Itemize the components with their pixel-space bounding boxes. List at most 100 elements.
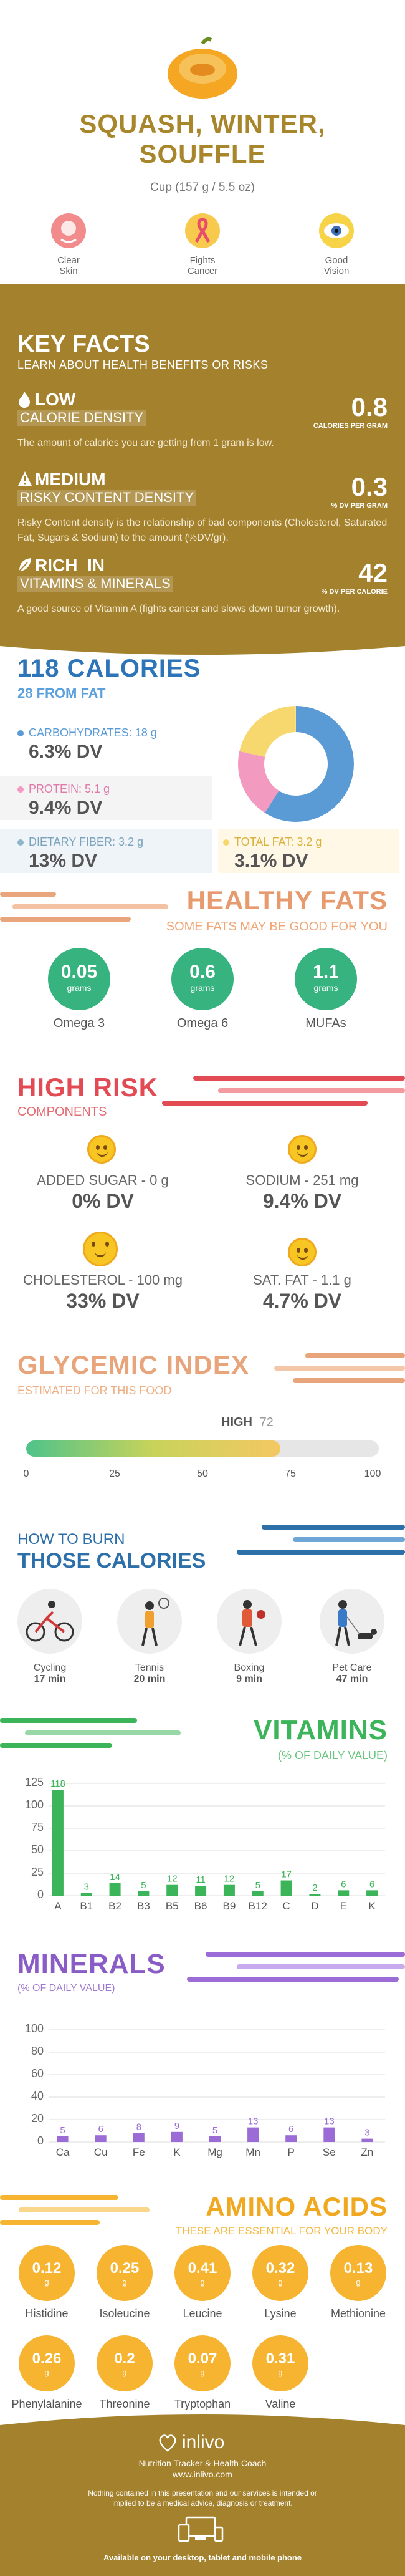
amino-phenylalanine: 0.26 g — [19, 2335, 75, 2391]
amino-valine: 0.31 g — [252, 2335, 308, 2391]
amino-unit: g — [356, 2277, 361, 2287]
calories-title: 118 CALORIES 28 FROM FAT — [17, 655, 201, 702]
brand-url[interactable]: www.inlivo.com — [173, 2469, 232, 2479]
bar-c — [280, 1880, 292, 1896]
amino-histidine: 0.12 g — [19, 2245, 75, 2301]
calories-from-fat: 28 FROM FAT — [17, 685, 106, 701]
smiley-icon — [87, 1135, 116, 1164]
fat-unit: grams — [190, 983, 215, 993]
cholesterol-label: CHOLESTEROL - 100 mg — [23, 1272, 183, 1288]
amino-value: 0.31 — [265, 2350, 295, 2367]
bar-b6 — [195, 1886, 207, 1896]
amino-unit: g — [200, 2277, 205, 2287]
boxing-icon — [217, 1589, 282, 1654]
amino-isoleucine: 0.25 g — [97, 2245, 153, 2301]
decor-bar — [262, 1525, 405, 1530]
bar-mg — [209, 2136, 221, 2142]
available-devices: Available on your desktop, tablet and mo… — [103, 2553, 302, 2562]
amino-label: Methionine — [330, 2307, 386, 2320]
amino-label: Valine — [265, 2398, 296, 2410]
bar-value-label: 6 — [341, 1879, 346, 1889]
vitamins-subtitle: (% OF DAILY VALUE) — [277, 1749, 388, 1762]
key-facts-subtitle: LEARN ABOUT HEALTH BENEFITS OR RISKS — [17, 359, 269, 371]
bar-value-label: 9 — [174, 2121, 179, 2131]
omega3-circle: 0.05 grams — [48, 948, 110, 1010]
x-tick-label: B5 — [166, 1900, 179, 1912]
omega3-label: Omega 3 — [53, 1016, 105, 1030]
fat-value: 0.6 — [189, 962, 216, 982]
mufas-circle: 1.1 grams — [295, 948, 357, 1010]
decor-bar — [293, 1537, 405, 1542]
amino-label: Lysine — [264, 2307, 297, 2320]
amino-unit: g — [278, 2277, 283, 2287]
bar-value-label: 118 — [50, 1778, 65, 1789]
sat-fat-label: SAT. FAT - 1.1 g — [253, 1272, 351, 1288]
glycemic-tick: 50 — [197, 1469, 208, 1479]
fact-unit: CALORIES PER GRAM — [313, 422, 388, 430]
x-tick-label: C — [282, 1900, 290, 1912]
bar-value-label: 13 — [248, 2116, 259, 2127]
x-tick-label: K — [173, 2146, 181, 2158]
bar-value-label: 3 — [84, 1882, 89, 1893]
key-facts-wave — [0, 642, 405, 655]
amino-lysine: 0.32 g — [252, 2245, 308, 2301]
key-facts-title: KEY FACTS — [17, 331, 150, 357]
activity-label: Pet Care — [332, 1662, 372, 1673]
y-tick: 80 — [31, 2045, 44, 2057]
glycemic-tick: 25 — [109, 1469, 120, 1479]
fiber-label: DIETARY FIBER: 3.2 g — [29, 836, 144, 848]
glycemic-tick: 0 — [23, 1469, 29, 1479]
flame-icon — [19, 392, 30, 408]
y-tick: 20 — [31, 2112, 44, 2125]
x-tick-label: E — [340, 1900, 347, 1912]
bar-value-label: 5 — [141, 1880, 146, 1891]
cycling-icon — [17, 1589, 82, 1654]
activity-time: 47 min — [336, 1674, 368, 1684]
fiber-dv: 13% DV — [29, 851, 98, 871]
bar-value-label: 13 — [324, 2116, 335, 2127]
amino-unit: g — [44, 2368, 49, 2377]
bar-se — [323, 2127, 335, 2142]
bar-a — [52, 1790, 64, 1896]
added-sugar-dv: 0% DV — [72, 1190, 134, 1212]
fat-value: 1.1 — [313, 962, 339, 982]
decor-bar — [12, 904, 168, 909]
serving-size: Cup (157 g / 5.5 oz) — [150, 181, 255, 194]
x-tick-label: B6 — [194, 1900, 207, 1912]
fat-dv: 3.1% DV — [234, 851, 308, 871]
fiber-dot — [17, 839, 24, 846]
warning-icon — [18, 471, 32, 486]
decor-bar — [0, 1743, 112, 1748]
benefit-label: Skin — [59, 266, 78, 276]
dog-walking-icon — [320, 1589, 384, 1654]
sodium-dv: 9.4% DV — [262, 1190, 342, 1212]
devices-icon — [178, 2516, 224, 2542]
bar-b5 — [166, 1884, 178, 1896]
decor-bar — [218, 1088, 405, 1093]
x-tick-label: B9 — [223, 1900, 236, 1912]
amino-leucine: 0.41 g — [174, 2245, 231, 2301]
x-tick-label: Mn — [245, 2146, 260, 2158]
benefit-label: Clear — [57, 255, 80, 266]
minerals-bars: 5 Ca 6 Cu 8 Fe 9 K 5 Mg 13 Mn 6 P 13 Se 3 Zn — [49, 2029, 385, 2158]
amino-subtitle: THESE ARE ESSENTIAL FOR YOUR BODY — [175, 2225, 388, 2237]
bar-k — [171, 2131, 183, 2142]
protein-label: PROTEIN: 5.1 g — [29, 783, 110, 795]
x-tick-label: A — [54, 1900, 62, 1912]
fat-label: TOTAL FAT: 3.2 g — [234, 836, 322, 848]
brand-tagline: Nutrition Tracker & Health Coach — [138, 2458, 267, 2468]
glycemic-tick: 100 — [364, 1469, 381, 1479]
y-tick: 100 — [25, 2022, 44, 2035]
benefit-fights-cancer: Fights Cancer — [174, 212, 231, 276]
bar-p — [285, 2135, 297, 2142]
leaf-icon — [19, 558, 31, 572]
decor-bar — [237, 1964, 405, 1969]
amino-label: Leucine — [183, 2307, 222, 2320]
benefit-label: Good — [325, 255, 348, 266]
activity-label: Tennis — [135, 1662, 164, 1673]
decor-bar — [0, 2195, 118, 2200]
benefit-good-vision: Good Vision — [308, 212, 364, 276]
vitamins-chart: 125 100 75 50 25 0 118 A 3 B1 14 B2 5 B3 12 B5 11 B… — [0, 1776, 405, 1921]
amino-label: Histidine — [25, 2307, 69, 2320]
y-tick: 60 — [31, 2067, 44, 2080]
